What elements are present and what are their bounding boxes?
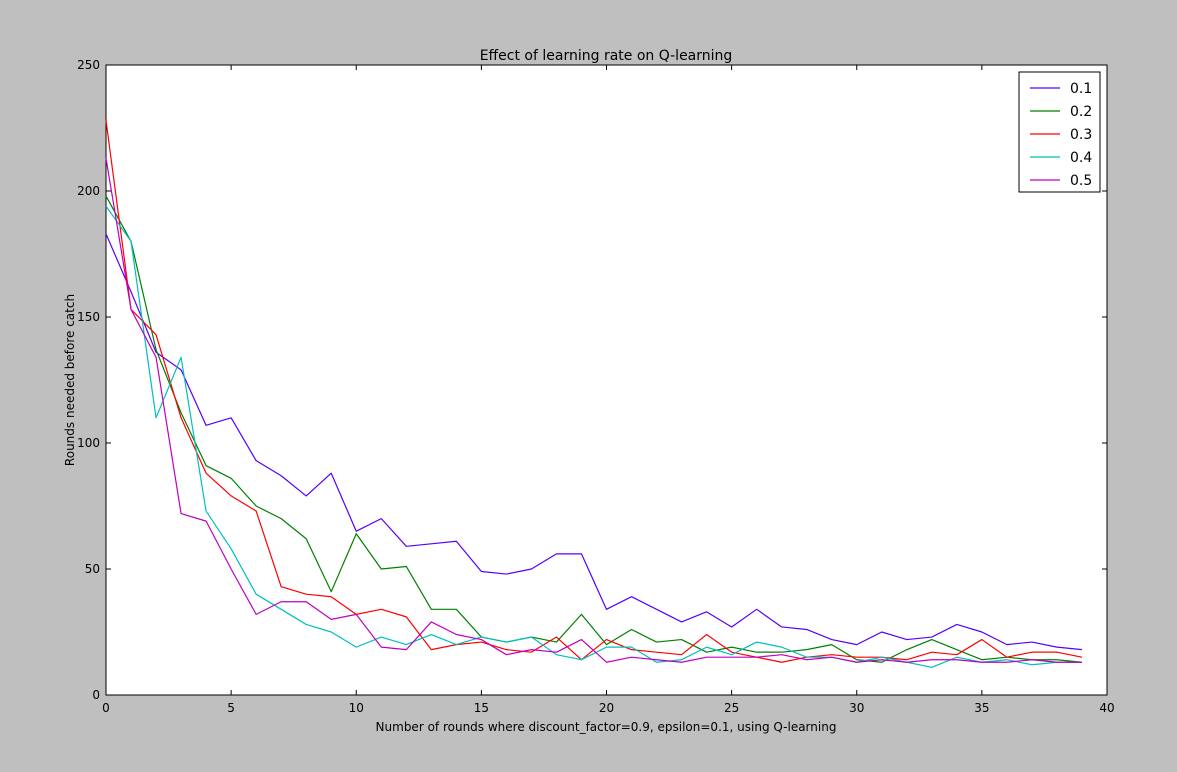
y-tick-label: 50 [85, 562, 100, 576]
legend-box [1018, 71, 1101, 193]
series-line-0-2 [105, 195, 1083, 663]
x-tick-label: 0 [102, 701, 110, 715]
legend-label: 0.2 [1070, 104, 1092, 120]
legend: 0.1 0.2 0.3 0.4 0.5 [1018, 71, 1101, 193]
y-tick-label: 250 [77, 58, 100, 72]
legend-label: 0.1 [1070, 81, 1092, 97]
y-axis-label: Rounds needed before catch [63, 294, 77, 466]
x-tick-label: 5 [227, 701, 235, 715]
y-tick-label: 200 [77, 184, 100, 198]
y-tick-label: 150 [77, 310, 100, 324]
y-tick-label: 100 [77, 436, 100, 450]
series-line-0-5 [105, 158, 1082, 663]
x-tick-label: 35 [974, 701, 989, 715]
x-tick-label: 20 [599, 701, 614, 715]
y-tick-label: 0 [92, 688, 100, 702]
plot-area [105, 64, 1108, 696]
series-line-0-1 [105, 233, 1083, 651]
legend-label: 0.4 [1070, 150, 1092, 166]
series-line-0-3 [105, 120, 1083, 663]
axis-ticks: 0 5 10 15 20 25 30 35 40 0 50 100 150 200 250 [77, 58, 1115, 715]
x-tick-label: 40 [1099, 701, 1114, 715]
x-tick-label: 15 [474, 701, 489, 715]
series-lines [105, 120, 1083, 668]
x-tick-label: 25 [724, 701, 739, 715]
x-tick-label: 30 [849, 701, 864, 715]
x-tick-label: 10 [349, 701, 364, 715]
legend-label: 0.3 [1070, 127, 1092, 143]
legend-label: 0.5 [1070, 173, 1092, 189]
series-line-0-4 [105, 205, 1082, 668]
x-axis-label: Number of rounds where discount_factor=0… [376, 720, 837, 734]
chart-title: Effect of learning rate on Q-learning [480, 48, 733, 64]
